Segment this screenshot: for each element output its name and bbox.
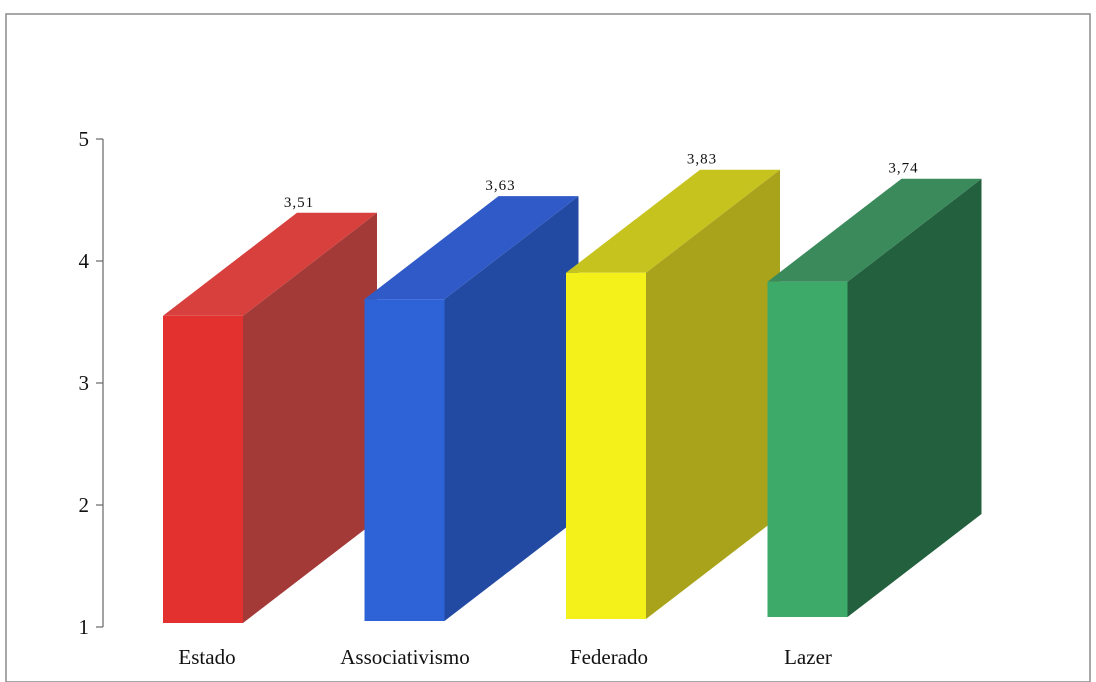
y-tick-label: 3 [79, 371, 90, 395]
category-label: Federado [570, 645, 648, 669]
bar-top-face [364, 196, 579, 300]
labels: 3,51 Estado 3,63 Associativismo 3,83 Federado… [178, 152, 918, 669]
data-label: 3,74 [888, 161, 918, 177]
y-axis: 1 2 3 4 5 [79, 127, 104, 639]
bar-front-face [767, 281, 848, 617]
bar-side-face [243, 212, 377, 623]
category-label: Estado [178, 645, 235, 669]
y-tick-label: 5 [79, 127, 90, 151]
bar-lazer [767, 178, 982, 617]
bar-front-face [163, 315, 243, 623]
bar-side-face [847, 178, 982, 617]
category-label: Lazer [784, 645, 832, 669]
bar-federado [566, 169, 780, 620]
bar-side-face [444, 196, 579, 621]
chart-border [5, 13, 1091, 682]
bar-top-face [163, 212, 377, 316]
bars [163, 169, 982, 623]
y-tick-label: 4 [79, 249, 90, 273]
data-label: 3,83 [687, 152, 717, 168]
bar-front-face [364, 299, 445, 621]
y-tick-label: 1 [79, 615, 90, 639]
y-tick-label: 2 [79, 493, 90, 517]
category-label: Associativismo [340, 645, 470, 669]
data-label: 3,51 [284, 195, 314, 211]
bar-top-face [767, 178, 982, 282]
bar-top-face [566, 169, 780, 273]
bar-associativismo [364, 196, 579, 621]
data-label: 3,63 [485, 178, 515, 194]
bar-front-face [566, 272, 646, 619]
bar-side-face [646, 169, 780, 620]
bar-estado [163, 212, 377, 623]
